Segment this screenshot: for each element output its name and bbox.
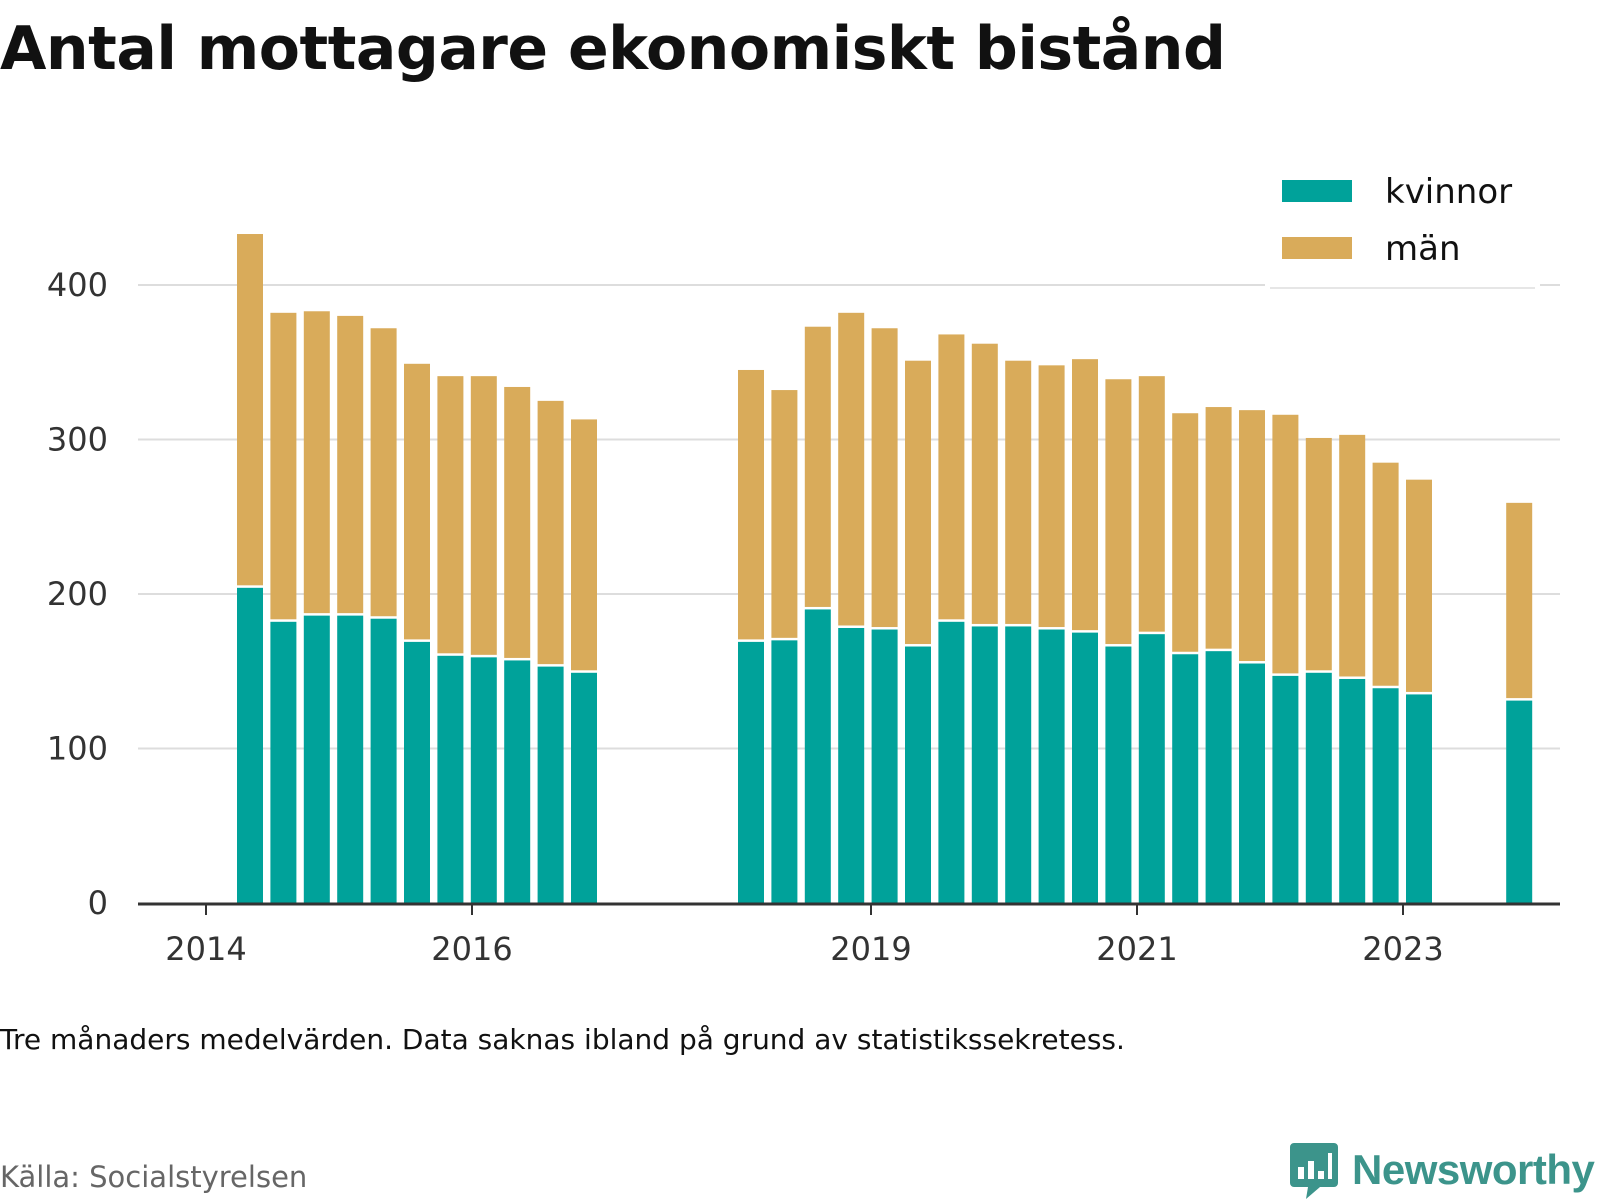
x-tick-label: 2023 (1362, 930, 1443, 968)
y-tick-label: 200 (47, 575, 108, 613)
bars (237, 234, 1533, 903)
x-axis: 2014 2016 2019 2021 2023 (138, 902, 1560, 968)
brand-name: Newsworthy (1352, 1146, 1595, 1193)
x-tick-label: 2021 (1096, 930, 1177, 968)
bar-kvinnor (237, 587, 263, 903)
bar-kvinnor (1172, 654, 1199, 903)
bar-man (571, 419, 597, 671)
bar-man (905, 360, 931, 645)
bar-kvinnor (370, 618, 397, 903)
bar-man (1372, 462, 1399, 686)
bar-man (370, 328, 397, 617)
bar-man (1272, 414, 1299, 674)
bar-man (838, 312, 865, 626)
bar-man (771, 390, 798, 638)
bar-man (1305, 437, 1332, 671)
bar-man (237, 234, 263, 586)
bar-man (1339, 434, 1366, 677)
bar-man (270, 312, 297, 620)
x-tick-label: 2019 (830, 930, 911, 968)
bar-man (738, 369, 764, 640)
source-label: Källa: Socialstyrelsen (0, 1160, 308, 1194)
bar-man (1506, 502, 1533, 699)
bar-kvinnor (504, 660, 531, 903)
bar-man (1005, 360, 1032, 624)
bar-kvinnor (470, 657, 497, 903)
bar-kvinnor (1105, 646, 1132, 903)
bar-kvinnor (738, 641, 764, 903)
newsworthy-logo-icon (1290, 1143, 1338, 1199)
bar-kvinnor (1372, 688, 1399, 903)
bar-kvinnor (1072, 632, 1098, 903)
bar-kvinnor (804, 609, 831, 903)
bar-kvinnor (1506, 700, 1533, 903)
bar-kvinnor (1239, 663, 1265, 903)
legend-swatch-man (1282, 237, 1352, 259)
bar-man (1406, 479, 1432, 692)
bar-kvinnor (404, 641, 430, 903)
bar-kvinnor (971, 626, 998, 903)
bar-man (1172, 413, 1199, 652)
bar-man (938, 334, 965, 620)
bar-man (470, 376, 497, 655)
bar-kvinnor (571, 672, 597, 903)
bar-kvinnor (1339, 678, 1366, 903)
x-tick-label: 2014 (165, 930, 246, 968)
bar-kvinnor (1272, 675, 1299, 903)
bar-man (1072, 359, 1098, 631)
bar-kvinnor (1406, 694, 1432, 903)
bar-man (437, 376, 464, 654)
bar-man (1205, 407, 1232, 649)
bar-kvinnor (938, 621, 965, 903)
chart-title: Antal mottagare ekonomiskt bistånd (0, 14, 1226, 84)
x-tick-label: 2016 (431, 930, 512, 968)
legend-label: kvinnor (1385, 172, 1512, 212)
bar-kvinnor (771, 640, 798, 903)
bar-man (337, 315, 364, 614)
bar-man (971, 343, 998, 624)
brand-logo: Newsworthy (1290, 1140, 1595, 1200)
bar-man (537, 400, 564, 665)
bar-kvinnor (537, 666, 564, 903)
bar-kvinnor (871, 629, 898, 903)
y-tick-label: 300 (47, 421, 108, 459)
bar-man (504, 386, 531, 658)
bar-kvinnor (1005, 626, 1032, 903)
bar-kvinnor (337, 615, 364, 903)
bar-man (1138, 376, 1165, 632)
bar-man (303, 311, 330, 614)
y-tick-label: 400 (47, 266, 108, 304)
bar-kvinnor (838, 627, 865, 903)
bar-kvinnor (437, 655, 464, 903)
chart-note: Tre månaders medelvärden. Data saknas ib… (0, 1023, 1125, 1056)
bar-man (404, 363, 430, 640)
bar-kvinnor (1138, 634, 1165, 903)
bar-man (1239, 410, 1265, 662)
bar-man (1105, 379, 1132, 645)
legend: kvinnor män (1265, 165, 1540, 289)
bar-kvinnor (1038, 629, 1065, 903)
bar-kvinnor (1205, 651, 1232, 903)
stacked-bar-chart: 2014 2016 2019 2021 2023 0 100 200 300 400 kvinn… (46, 165, 1560, 968)
bar-man (1038, 365, 1065, 628)
bar-kvinnor (270, 621, 297, 903)
legend-label: män (1385, 229, 1461, 269)
bar-kvinnor (905, 646, 931, 903)
y-tick-label: 100 (47, 730, 108, 768)
y-tick-label: 0 (88, 884, 108, 922)
bar-man (871, 328, 898, 628)
bar-man (804, 326, 831, 607)
bar-kvinnor (303, 615, 330, 903)
y-tick-labels: 0 100 200 300 400 (47, 266, 108, 922)
legend-swatch-kvinnor (1282, 180, 1352, 202)
bar-kvinnor (1305, 672, 1332, 903)
